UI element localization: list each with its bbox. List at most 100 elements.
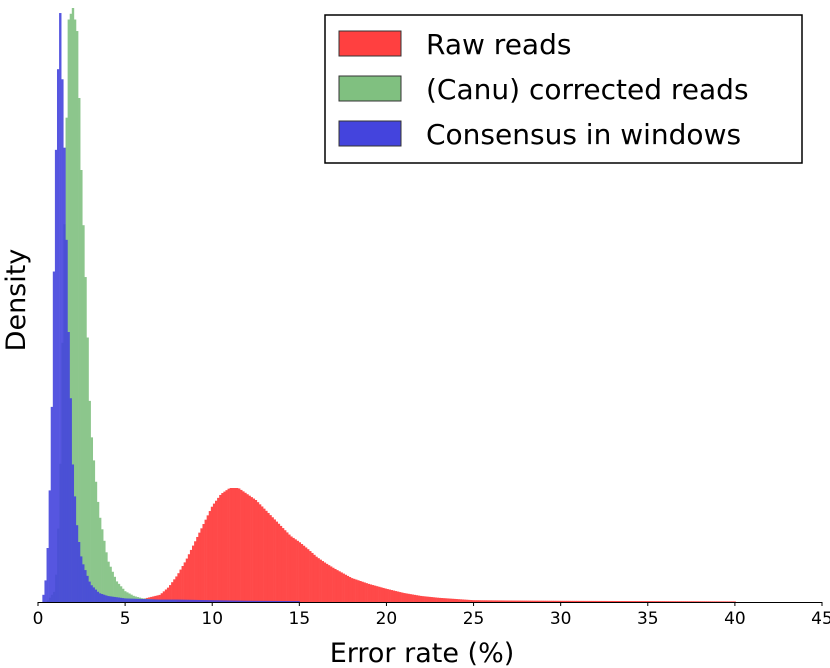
histogram-bar (472, 600, 475, 602)
histogram-bar (42, 594, 45, 602)
histogram-bar (73, 496, 77, 602)
histogram-bar (681, 601, 684, 602)
histogram-bar (219, 494, 222, 602)
histogram-bar (276, 600, 279, 602)
histogram-bar (121, 598, 125, 602)
histogram-bar (574, 600, 577, 602)
histogram-bar (277, 523, 281, 602)
histogram-bar (205, 600, 208, 602)
histogram-bar (272, 600, 275, 602)
histogram-bar (388, 589, 391, 602)
histogram-bar (507, 600, 511, 602)
histogram-bar (267, 512, 270, 602)
histogram-bar (426, 596, 429, 602)
histogram-bar (130, 594, 133, 602)
histogram-bar (284, 530, 287, 602)
x-tick-label: 25 (463, 609, 485, 629)
histogram-bar (256, 502, 260, 602)
histogram-bar (261, 600, 265, 602)
histogram-bar (144, 599, 148, 602)
legend-label: (Canu) corrected reads (426, 73, 749, 106)
histogram-bar (532, 600, 536, 602)
histogram-bar (666, 601, 669, 602)
histogram-bar (184, 599, 187, 602)
histogram-bar (171, 582, 174, 602)
histogram-bar (645, 601, 649, 602)
histogram-bar (169, 585, 172, 602)
histogram-bar (620, 601, 623, 602)
histogram-bar (405, 593, 408, 602)
histogram-bar (392, 590, 396, 602)
legend-swatch (338, 75, 402, 102)
histogram-bar (163, 599, 166, 602)
histogram-bar (251, 600, 254, 602)
histogram-bar (302, 545, 306, 602)
histogram-bar (289, 601, 292, 602)
histogram-bar (196, 536, 199, 602)
histogram-bar (467, 599, 471, 602)
x-tick-label: 15 (289, 609, 311, 629)
histogram-bar (363, 582, 366, 602)
histogram-bar (162, 591, 166, 602)
x-axis-label: Error rate (%) (330, 638, 515, 668)
histogram-bar (499, 600, 502, 602)
histogram-bar (67, 19, 71, 602)
histogram-bar (259, 600, 263, 602)
histogram-bar (254, 500, 258, 602)
x-tick-label: 35 (637, 609, 659, 629)
histogram-bar (378, 586, 381, 602)
histogram-bar (290, 536, 293, 602)
histogram-bar (369, 584, 373, 602)
histogram-bar (115, 597, 118, 602)
histogram-bar (226, 600, 229, 602)
histogram-bar (65, 239, 68, 602)
histogram-bar (288, 534, 291, 602)
histogram-bar (84, 570, 87, 602)
histogram-bar (313, 554, 316, 602)
histogram-bar (438, 597, 442, 602)
histogram-bar (543, 600, 546, 602)
histogram-bar (169, 599, 173, 602)
histogram-bar (733, 601, 736, 602)
histogram-bar (186, 599, 189, 602)
histogram-bar (603, 600, 607, 602)
histogram-bar (511, 600, 515, 602)
histogram-bar (419, 595, 423, 602)
histogram-bar (570, 600, 573, 602)
histogram-bar (568, 600, 571, 602)
histogram-bar (589, 600, 592, 602)
histogram-bar (201, 600, 204, 602)
histogram-bar (396, 591, 400, 602)
histogram-bar (319, 559, 322, 602)
histogram-bar (729, 601, 732, 602)
histogram-bar (160, 593, 164, 602)
histogram-bar (156, 595, 159, 602)
histogram-bar (215, 500, 218, 602)
histogram-bar (295, 601, 298, 602)
histogram-bar (440, 598, 444, 602)
histogram-bar (152, 596, 155, 602)
histogram-bar (128, 598, 131, 602)
histogram-bar (105, 552, 108, 602)
histogram-bar (253, 600, 256, 602)
histogram-bar (117, 597, 121, 602)
histogram-bar (202, 524, 205, 602)
histogram-bar (679, 601, 682, 602)
histogram-bar (155, 599, 158, 602)
histogram-bar (307, 549, 310, 602)
histogram-bar (562, 600, 565, 602)
histogram-bar (300, 544, 304, 602)
histogram-bar (610, 600, 613, 602)
histogram-bar (530, 600, 534, 602)
histogram-bar (536, 600, 540, 602)
histogram-bar (263, 508, 266, 602)
histogram-bar (595, 600, 598, 602)
histogram-bar (551, 600, 554, 602)
histogram-bar (84, 277, 87, 602)
histogram-bar (261, 506, 264, 602)
histogram-bar (232, 600, 235, 602)
histogram-bar (616, 601, 619, 602)
histogram-bar (221, 493, 224, 602)
histogram-bar (672, 601, 676, 602)
histogram-bar (255, 600, 258, 602)
